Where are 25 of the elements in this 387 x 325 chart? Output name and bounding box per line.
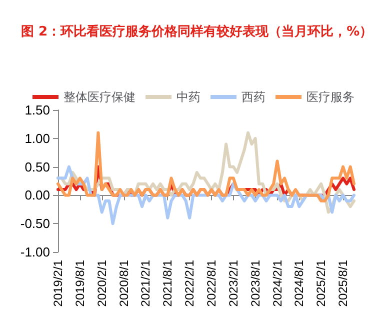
y-tick-label: 0.50	[24, 159, 50, 174]
x-tick-label: 2021/2/1	[138, 260, 153, 307]
x-tick-label: 2024/8/1	[292, 260, 306, 307]
chart-title: 图 2：环比看医疗服务价格同样有较好表现（当月环比，%）	[21, 24, 373, 40]
y-tick-label: 1.50	[24, 102, 50, 118]
legend-label: 整体医疗保健	[64, 90, 136, 104]
x-tick-label: 2022/2/1	[182, 260, 197, 307]
x-tick-label: 2020/8/1	[116, 260, 131, 307]
legend-label: 中药	[176, 90, 200, 104]
x-tick-label: 2021/8/1	[160, 260, 175, 307]
x-tick-label: 2020/2/1	[94, 260, 109, 307]
x-tick-label: 2019/2/1	[51, 260, 65, 307]
x-tick-label: 2022/8/1	[204, 260, 218, 307]
x-tick-label: 2019/8/1	[72, 260, 87, 307]
y-tick-label: -1.00	[20, 244, 50, 260]
x-tick-label: 2025/2/1	[314, 260, 328, 307]
legend-label: 医疗服务	[306, 90, 354, 104]
y-tick-label: 0.00	[24, 188, 50, 203]
y-tick-label: -0.50	[20, 216, 50, 232]
y-tick-label: 1.00	[24, 130, 50, 146]
x-tick-label: 2023/2/1	[226, 260, 240, 307]
x-tick-label: 2025/8/1	[336, 260, 350, 307]
legend-label: 西药	[242, 90, 266, 104]
x-tick-label: 2024/2/1	[270, 260, 284, 307]
x-tick-label: 2023/8/1	[248, 260, 262, 307]
